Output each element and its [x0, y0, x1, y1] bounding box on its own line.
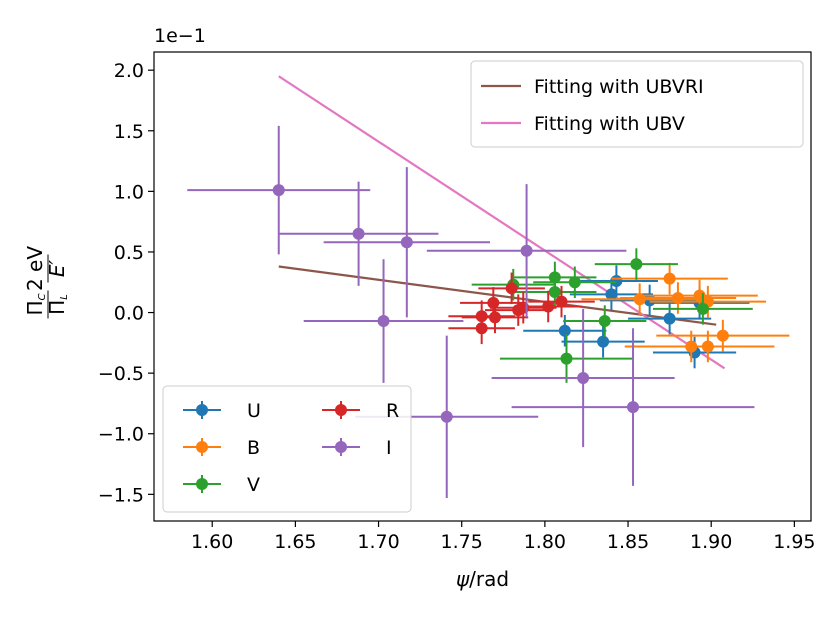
point-r — [488, 311, 501, 324]
legend-swatch-point-i — [335, 441, 347, 453]
point-b — [716, 329, 729, 342]
point-u — [605, 288, 618, 301]
x-axis-label: ψ/rad — [456, 567, 509, 591]
legend-swatch-point-r — [335, 404, 347, 416]
y-label-frac-1-num-main: Π — [23, 300, 47, 315]
x-axis-label-unit: /rad — [469, 567, 509, 591]
axes-border — [153, 51, 812, 522]
plot-area — [187, 75, 790, 498]
legend-band-label-b: B — [247, 437, 260, 459]
point-v — [630, 258, 643, 271]
legend-bands-box — [162, 385, 412, 513]
legend-fits: Fitting with UBVRI Fitting with UBV — [470, 60, 804, 148]
legend-fit-label: Fitting with UBV — [534, 113, 685, 135]
point-i — [440, 410, 453, 423]
y-label-frac-1-num: ΠC — [23, 293, 48, 315]
point-r — [555, 295, 568, 308]
legend-band-label-u: U — [247, 400, 261, 422]
x-axis-label-psi: ψ — [456, 567, 470, 591]
legend-swatch-point-b — [196, 441, 208, 453]
axis-ticks: 1.60 1.65 1.70 1.75 1.80 1.85 1.90 1.95 −1.5 −1.0… — [98, 60, 816, 553]
x-tick-label: 1.95 — [773, 531, 815, 553]
x-tick-label: 1.65 — [274, 531, 316, 553]
point-i — [400, 236, 413, 249]
point-i — [352, 227, 365, 240]
y-tick-label: 1.0 — [114, 181, 144, 203]
point-i — [627, 401, 640, 414]
y-tick-label: 0.0 — [114, 303, 144, 325]
y-tick-label: −0.5 — [98, 363, 144, 385]
point-v — [568, 276, 581, 289]
point-u — [663, 312, 676, 325]
x-tick-label: 1.85 — [607, 531, 649, 553]
legend-fit-label: Fitting with UBVRI — [534, 76, 704, 98]
legend-band-label-i: I — [386, 437, 392, 459]
point-v — [696, 302, 709, 315]
point-i — [520, 244, 533, 257]
x-tick-label: 1.70 — [357, 531, 399, 553]
legend-band-label-r: R — [386, 400, 399, 422]
x-tick-label: 1.60 — [191, 531, 233, 553]
legend-fits-box — [470, 60, 804, 148]
y-tick-label: −1.0 — [98, 424, 144, 446]
point-i — [377, 315, 390, 328]
point-b — [663, 272, 676, 285]
y-tick-label: 2.0 — [114, 60, 144, 82]
point-r — [475, 322, 488, 335]
point-b — [701, 340, 714, 353]
y-tick-label: 0.5 — [114, 242, 144, 264]
point-i — [272, 184, 285, 197]
axes-frame — [153, 51, 812, 522]
legend-bands: UBV RI — [162, 385, 412, 513]
offset-text-group: 1e−1 — [154, 25, 206, 47]
legend-band-label-v: V — [247, 474, 260, 496]
y-label-frac-1-den-main: Π — [45, 300, 69, 315]
point-v — [548, 285, 561, 298]
x-axis-label-text: ψ/rad — [456, 567, 509, 591]
y-label-frac-1-den: ΠL — [45, 294, 70, 315]
point-v — [598, 315, 611, 328]
y-label-frac-2-num-main: 2 eV — [23, 246, 47, 291]
y-label-frac-2-den-main: E′ — [45, 259, 69, 277]
offset-text: 1e−1 — [154, 25, 206, 47]
y-tick-label: −1.5 — [98, 484, 144, 506]
point-r — [542, 300, 555, 313]
point-r — [487, 296, 500, 309]
point-u — [597, 335, 610, 348]
point-v — [560, 352, 573, 365]
x-tick-label: 1.75 — [441, 531, 483, 553]
legend-swatch-point-v — [196, 478, 208, 490]
point-r — [505, 282, 518, 295]
y-label-frac-2-den: E′ — [45, 259, 69, 277]
legend-swatch-point-u — [196, 404, 208, 416]
x-tick-label: 1.90 — [690, 531, 732, 553]
point-i — [577, 371, 590, 384]
fit-line-ubv — [278, 75, 726, 370]
point-u — [558, 324, 571, 337]
x-tick-label: 1.80 — [524, 531, 566, 553]
y-label-frac-1-num-sub: C — [37, 293, 48, 300]
y-label-frac-2-num: 2 eV — [23, 246, 47, 291]
y-label-frac-1-den-sub: L — [59, 294, 70, 300]
y-tick-label: 1.5 — [114, 121, 144, 143]
